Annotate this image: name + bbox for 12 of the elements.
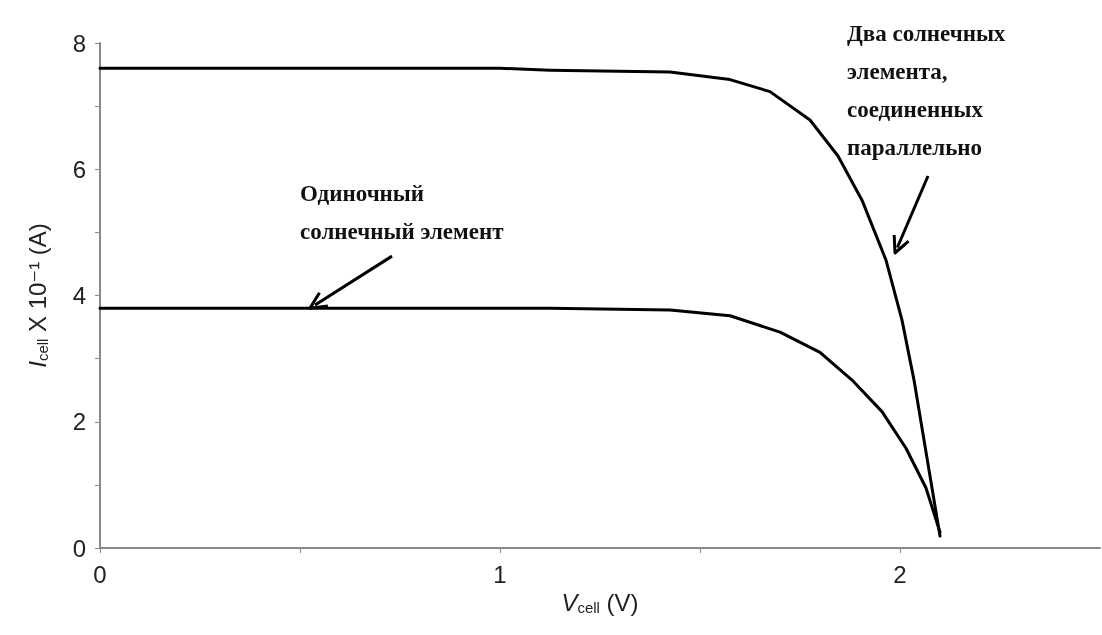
- y-tick-label: 4: [72, 282, 86, 309]
- x-tick-label: 1: [493, 560, 507, 588]
- y-tick-label: 8: [72, 29, 86, 57]
- annotation: Одиночный солнечный элемент: [300, 180, 505, 247]
- y-tick-label: 0: [72, 534, 86, 562]
- y-axis-title: Icell X 10⁻¹ (A): [24, 223, 51, 368]
- x-tick-label: 0: [93, 560, 107, 588]
- y-tick-label: 2: [72, 408, 86, 436]
- y-tick-label: 6: [72, 155, 86, 183]
- annotation: Два солнечных элемента, соединенных параллельно: [847, 20, 1007, 162]
- x-tick-label: 2: [893, 560, 907, 588]
- x-axis-title: Vcell (V): [561, 589, 639, 617]
